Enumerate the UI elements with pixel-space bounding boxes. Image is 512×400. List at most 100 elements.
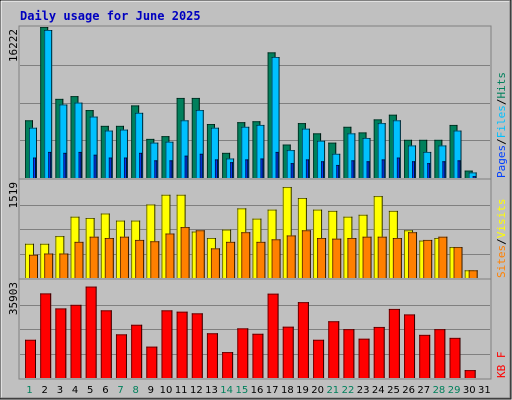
files-bar	[180, 120, 189, 178]
pages-bar	[442, 161, 446, 178]
pages-bar	[336, 164, 340, 178]
day-label: 17	[266, 385, 279, 396]
x-axis-labels: 1 2 3 4 5 6 7 8 9 10 11 12 13 14 15 16 17 18 19 20 21 22 23 24 2…	[26, 385, 490, 396]
day-label: 27	[417, 385, 430, 396]
day-label: 20	[311, 385, 324, 396]
day-label: 15	[235, 385, 248, 396]
day-label: 3	[57, 385, 63, 396]
pages-bar	[48, 151, 52, 178]
kbytes-bar	[237, 328, 249, 378]
files-bar	[256, 124, 265, 178]
sites-bar	[271, 239, 281, 278]
legend-entry: Visits	[495, 199, 508, 239]
day-label: 26	[402, 385, 415, 396]
kbytes-bar	[373, 326, 385, 378]
sites-bar	[423, 239, 433, 278]
files-bar	[301, 128, 310, 178]
panel-2: 1519 Sites/Visits	[7, 178, 508, 280]
kbytes-bar	[297, 302, 309, 378]
sites-bar	[195, 230, 205, 278]
y-max-label: 35903	[7, 282, 20, 315]
day-label: 23	[357, 385, 370, 396]
pages-bar	[139, 152, 143, 178]
series-legend: KB F	[495, 352, 508, 379]
day-label: 18	[281, 385, 294, 396]
kbytes-bar	[343, 329, 355, 378]
kbytes-bar	[176, 311, 188, 378]
sites-bar	[29, 254, 38, 278]
files-bar	[195, 110, 204, 178]
kbytes-bar	[115, 334, 127, 378]
pages-bar	[214, 159, 218, 178]
sites-bar	[377, 236, 387, 278]
kbytes-bar	[419, 334, 431, 378]
day-label: 30	[463, 385, 476, 396]
kbytes-bar	[161, 310, 173, 378]
sites-bar	[59, 253, 69, 278]
day-label: 12	[190, 385, 203, 396]
day-label: 25	[387, 385, 400, 396]
legend-entry: /	[495, 99, 508, 106]
kbytes-bar	[267, 293, 279, 378]
pages-bar	[123, 157, 127, 178]
kbytes-bar	[388, 308, 400, 378]
sites-bar	[44, 253, 54, 278]
files-bar	[135, 112, 144, 178]
files-bar	[377, 123, 386, 178]
legend-entry: Files	[495, 105, 508, 138]
files-bar	[317, 140, 326, 178]
kbytes-bar	[40, 293, 52, 378]
kbytes-bar	[449, 337, 461, 378]
pages-bar	[275, 151, 279, 178]
sites-bar	[104, 238, 114, 278]
day-label: 24	[372, 385, 385, 396]
files-bar	[165, 141, 174, 178]
kbytes-bar	[206, 333, 218, 378]
pages-bar	[33, 157, 36, 178]
sites-bar	[317, 238, 327, 278]
day-label: 6	[102, 385, 108, 396]
day-label: 9	[148, 385, 154, 396]
pages-bar	[427, 163, 431, 178]
legend-entry: Sites	[495, 245, 508, 278]
pages-bar	[305, 159, 309, 178]
pages-bar	[93, 154, 97, 178]
pages-bar	[321, 161, 325, 178]
day-label: 31	[478, 385, 491, 396]
series-legend: Pages/Files/Hits	[495, 72, 508, 178]
pages-bar	[169, 160, 173, 178]
day-label: 28	[433, 385, 446, 396]
pages-bar	[366, 161, 370, 178]
sites-bar	[362, 236, 372, 278]
sites-bar	[453, 247, 463, 278]
files-bar	[453, 130, 462, 178]
files-bar	[392, 120, 401, 178]
pages-bar	[396, 157, 400, 178]
files-bar	[241, 126, 250, 178]
pages-bar	[457, 160, 461, 178]
day-label: 10	[160, 385, 173, 396]
sites-bar	[347, 238, 357, 278]
panel-3: 35903 KB F	[7, 278, 508, 380]
files-bar	[119, 129, 128, 178]
kbytes-bar	[100, 310, 112, 378]
sites-bar	[89, 236, 99, 278]
pages-bar	[78, 151, 82, 178]
sites-bar	[256, 241, 266, 278]
kbytes-bar	[131, 324, 143, 378]
kbytes-bar	[222, 352, 234, 378]
day-label: 14	[220, 385, 233, 396]
pages-bar	[412, 161, 416, 178]
day-label: 11	[175, 385, 188, 396]
pages-bar	[230, 162, 234, 178]
chart-title: Daily usage for June 2025	[20, 9, 201, 23]
day-label: 21	[326, 385, 339, 396]
files-bar	[104, 130, 113, 178]
sites-bar	[165, 233, 175, 278]
kbytes-bar	[328, 321, 340, 378]
kbytes-bar	[464, 370, 476, 378]
day-label: 1	[26, 385, 32, 396]
